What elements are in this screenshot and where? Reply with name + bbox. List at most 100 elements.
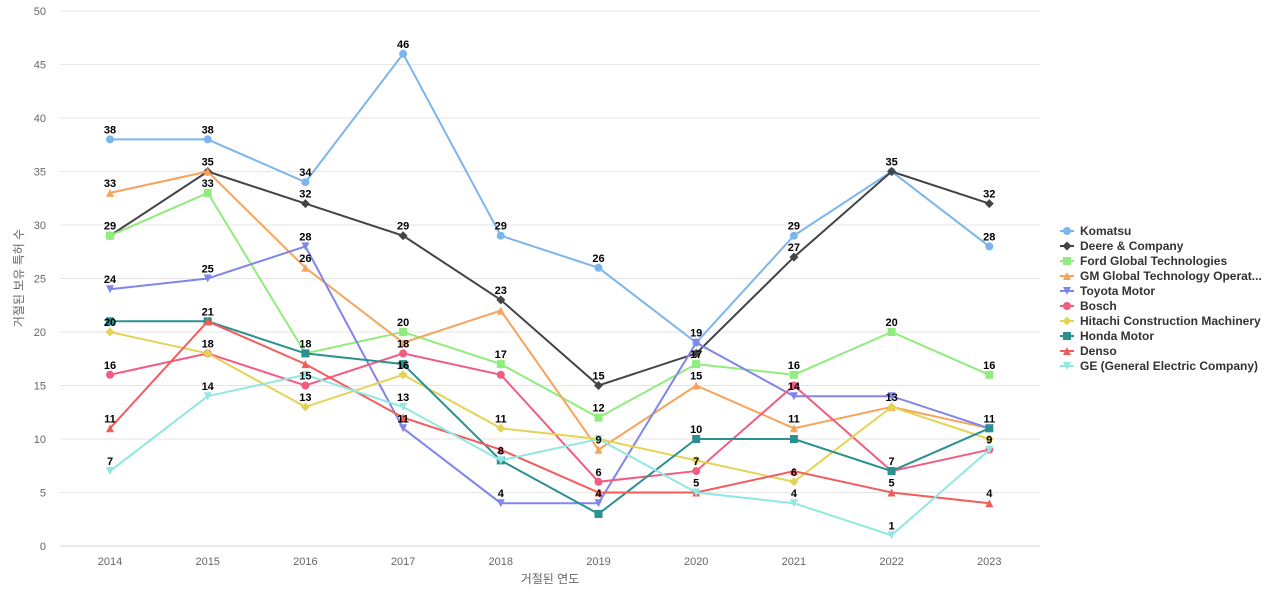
data-point xyxy=(496,423,506,433)
data-label: 6 xyxy=(595,467,601,479)
legend-item[interactable]: GE (General Electric Company) xyxy=(1060,359,1258,373)
legend-label: GM Global Technology Operat... xyxy=(1080,269,1262,283)
series-line xyxy=(110,51,990,345)
data-point xyxy=(496,306,505,315)
y-tick-label: 50 xyxy=(34,6,46,18)
data-label: 11 xyxy=(104,413,116,425)
data-label: 35 xyxy=(202,157,214,169)
legend-marker xyxy=(1063,302,1071,310)
data-label: 7 xyxy=(693,456,699,468)
legend-label: Ford Global Technologies xyxy=(1080,254,1227,268)
x-tick-label: 2016 xyxy=(293,556,317,568)
y-tick-label: 15 xyxy=(34,381,46,393)
data-point xyxy=(594,477,603,486)
legend-item[interactable]: Denso xyxy=(1060,344,1117,358)
data-label: 6 xyxy=(791,467,797,479)
data-point xyxy=(105,327,115,337)
data-point xyxy=(300,199,310,209)
data-label: 28 xyxy=(299,231,311,243)
series-4 xyxy=(106,167,994,454)
series-line xyxy=(109,245,990,505)
data-label: 15 xyxy=(299,371,311,383)
data-point xyxy=(594,381,603,390)
data-label: 33 xyxy=(104,178,116,190)
x-tick-label: 2015 xyxy=(195,556,219,568)
series-9 xyxy=(106,317,994,508)
legend-marker xyxy=(1063,347,1071,355)
data-point xyxy=(496,456,505,465)
data-label: 4 xyxy=(791,488,798,500)
series-7 xyxy=(105,327,994,487)
data-point xyxy=(203,348,213,358)
data-point xyxy=(203,392,212,401)
data-point xyxy=(594,263,603,272)
data-label: 38 xyxy=(202,124,214,136)
data-point xyxy=(203,188,212,197)
data-point xyxy=(691,455,701,465)
data-label: 9 xyxy=(986,435,992,447)
data-label: 35 xyxy=(885,157,897,169)
data-label: 26 xyxy=(299,253,311,265)
data-label: 15 xyxy=(690,371,702,383)
legend-item[interactable]: Toyota Motor xyxy=(1060,284,1155,298)
data-label: 16 xyxy=(104,360,116,372)
data-label: 29 xyxy=(397,221,409,233)
legend-label: GE (General Electric Company) xyxy=(1080,359,1258,373)
legend-marker xyxy=(1063,362,1071,370)
data-label: 16 xyxy=(788,360,800,372)
data-label: 24 xyxy=(104,274,117,286)
legend-marker xyxy=(1063,287,1071,295)
data-point xyxy=(106,317,114,326)
data-label: 29 xyxy=(788,221,800,233)
legend-item[interactable]: Komatsu xyxy=(1060,224,1131,238)
data-label: 18 xyxy=(202,338,214,350)
data-point xyxy=(594,488,603,497)
series-line xyxy=(109,170,990,452)
legend-item[interactable]: Hitachi Construction Machinery xyxy=(1060,314,1261,328)
data-labels: 3833292420161173835332521181434322826181… xyxy=(104,39,996,532)
data-label: 18 xyxy=(397,338,409,350)
data-point xyxy=(496,445,505,454)
series-line xyxy=(110,320,990,516)
data-point xyxy=(496,499,505,508)
series-line xyxy=(109,331,990,483)
y-tick-label: 5 xyxy=(40,488,46,500)
legend-item[interactable]: Deere & Company xyxy=(1060,239,1184,253)
data-label: 13 xyxy=(885,392,897,404)
data-point xyxy=(594,445,603,454)
data-point xyxy=(985,424,994,433)
data-label: 11 xyxy=(397,413,409,425)
data-point xyxy=(985,370,994,379)
data-point xyxy=(887,328,896,336)
legend-item[interactable]: Ford Global Technologies xyxy=(1060,254,1227,268)
data-label: 20 xyxy=(104,317,116,329)
y-tick-label: 0 xyxy=(40,541,46,553)
legend-label: Komatsu xyxy=(1080,224,1131,238)
y-tick-label: 45 xyxy=(34,60,46,72)
data-label: 17 xyxy=(690,349,702,361)
x-axis-ticks: 2014 2015 2016 2017 2018 2019 2020 2021 2022 2023 xyxy=(98,556,1002,568)
series-line xyxy=(109,373,990,537)
legend-item[interactable]: Bosch xyxy=(1060,299,1117,313)
data-point xyxy=(985,242,994,251)
x-tick-label: 2017 xyxy=(391,556,415,568)
legend-label: Toyota Motor xyxy=(1080,284,1155,298)
data-point xyxy=(301,242,310,251)
data-point xyxy=(789,424,798,433)
grid-lines xyxy=(60,10,1040,493)
x-axis-title: 거절된 연도 xyxy=(521,572,580,586)
legend-item[interactable]: Honda Motor xyxy=(1060,329,1154,343)
data-point xyxy=(496,231,505,240)
data-label: 28 xyxy=(983,231,995,243)
data-point xyxy=(789,370,798,379)
legend-item[interactable]: GM Global Technology Operat... xyxy=(1060,269,1262,283)
x-tick-label: 2022 xyxy=(879,556,903,568)
x-tick-label: 2023 xyxy=(977,556,1001,568)
data-label: 18 xyxy=(299,338,311,350)
data-point xyxy=(691,348,701,358)
data-point xyxy=(789,392,798,401)
data-label: 33 xyxy=(202,178,214,190)
y-tick-label: 25 xyxy=(34,274,46,286)
legend-label: Honda Motor xyxy=(1080,329,1154,343)
